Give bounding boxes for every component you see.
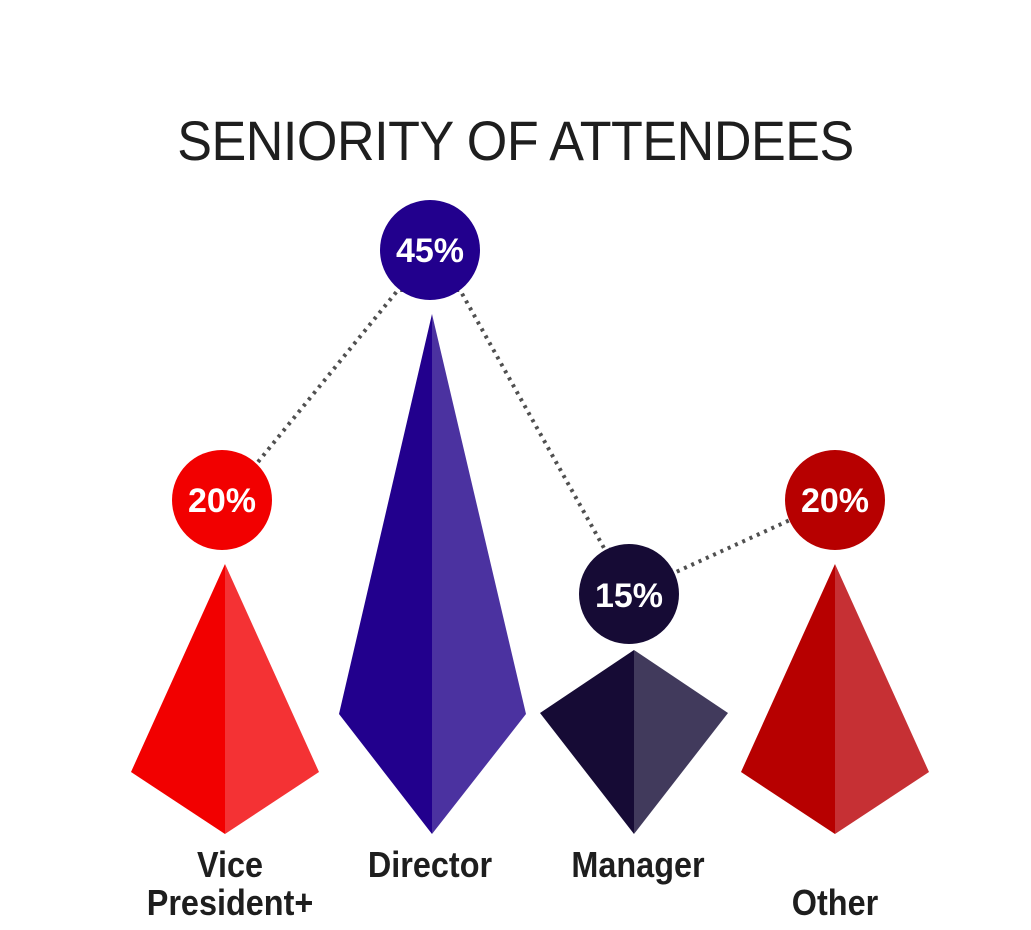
category-label-director: Director bbox=[367, 844, 493, 885]
vp-label-line2: President+ bbox=[146, 882, 314, 923]
pyramid-director bbox=[339, 314, 526, 834]
chart-title: SENIORITY OF ATTENDEES bbox=[177, 109, 854, 172]
svg-text:15%: 15% bbox=[595, 577, 663, 615]
connector-line bbox=[256, 288, 791, 575]
pyramid-other bbox=[741, 564, 929, 834]
bubble-manager: 15% bbox=[579, 544, 679, 644]
pyramid-vice-president bbox=[131, 564, 319, 834]
bubble-other: 20% bbox=[785, 450, 885, 550]
bubble-director: 45% bbox=[380, 200, 480, 300]
vp-label-line1: Vice bbox=[196, 844, 264, 885]
bubble-vice-president: 20% bbox=[172, 450, 272, 550]
pyramid-manager bbox=[540, 650, 728, 834]
svg-text:45%: 45% bbox=[396, 232, 464, 270]
category-label-other: Other bbox=[791, 882, 879, 923]
svg-text:20%: 20% bbox=[801, 482, 869, 520]
category-label-manager: Manager bbox=[571, 844, 705, 885]
category-label-vice-president: Vice President+ bbox=[122, 846, 338, 922]
svg-text:20%: 20% bbox=[188, 482, 256, 520]
